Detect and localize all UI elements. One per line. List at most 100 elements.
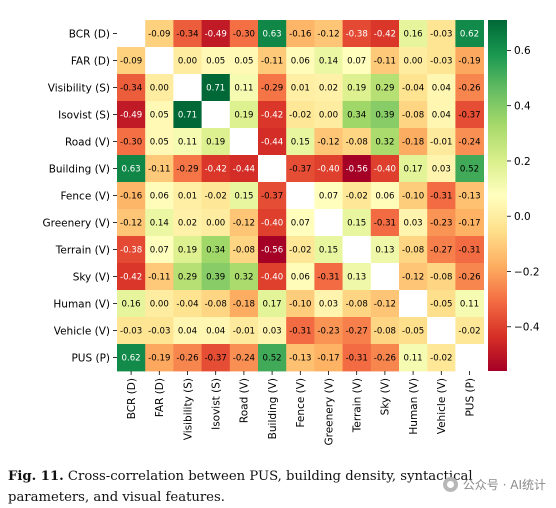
heatmap-cell	[145, 20, 174, 48]
cell-value-label: 0.52	[263, 354, 282, 364]
heatmap-cell	[286, 155, 315, 183]
heatmap-cell	[286, 74, 315, 102]
cell-value-label: 0.07	[347, 57, 366, 67]
heatmap-cell	[173, 344, 202, 372]
heatmap-cell	[399, 128, 428, 156]
heatmap-cell	[229, 290, 259, 318]
heatmap-cell	[229, 263, 259, 291]
cell-value-label: -0.42	[205, 165, 227, 175]
heatmap-cell	[427, 155, 456, 183]
cell-value-label: -0.31	[374, 219, 396, 229]
heatmap-cell	[173, 209, 202, 237]
cell-value-label: -0.18	[402, 138, 424, 148]
heatmap-cell	[455, 101, 484, 129]
cell-value-label: -0.08	[402, 246, 424, 256]
heatmap-cell	[455, 182, 484, 210]
heatmap-cell	[342, 155, 372, 183]
cell-value-label: -0.29	[176, 165, 198, 175]
cell-value-label: -0.44	[261, 138, 283, 148]
heatmap-cell	[258, 20, 287, 48]
cell-value-label: 0.07	[150, 246, 169, 256]
heatmap-cell	[286, 317, 315, 345]
y-tick-label: PUS (P)	[71, 352, 110, 364]
cell-value-label: 0.62	[122, 354, 141, 364]
heatmap-cell-empty	[286, 182, 315, 210]
cell-value-label: -0.16	[289, 30, 311, 40]
heatmap-cell	[258, 263, 287, 291]
cell-value-label: -0.31	[430, 192, 452, 202]
cell-value-label: -0.31	[289, 327, 311, 337]
cell-value-label: -0.23	[317, 327, 339, 337]
heatmap-cell	[370, 47, 400, 75]
heatmap-cell	[258, 209, 287, 237]
heatmap-cell	[117, 263, 146, 291]
heatmap-cell	[455, 128, 484, 156]
x-tick-label: Building (V)	[267, 378, 279, 439]
heatmap-cell	[117, 74, 146, 102]
heatmap-cell	[427, 20, 456, 48]
cell-value-label: -0.24	[458, 138, 480, 148]
heatmap-cell	[117, 209, 146, 237]
cell-value-label: 0.03	[432, 165, 451, 175]
cell-value-label: -0.08	[402, 111, 424, 121]
cell-value-label: 0.17	[404, 165, 423, 175]
heatmap-cell	[286, 20, 315, 48]
heatmap-cell	[229, 182, 259, 210]
heatmap-cell	[399, 155, 428, 183]
cell-value-label: 0.06	[291, 57, 310, 67]
heatmap-cell	[229, 209, 259, 237]
heatmap-cell	[286, 128, 315, 156]
heatmap-cell	[342, 317, 372, 345]
cell-value-label: 0.01	[291, 84, 310, 94]
heatmap-cell	[258, 47, 287, 75]
heatmap-cell	[145, 344, 174, 372]
heatmap-cell	[427, 128, 456, 156]
watermark: 公众号 · AI统计	[442, 476, 546, 493]
y-tick-label: Sky (V)	[73, 271, 110, 283]
heatmap-cell	[314, 317, 343, 345]
cell-value-label: -0.09	[148, 30, 170, 40]
heatmap-cell	[399, 317, 428, 345]
heatmap-cell-empty	[399, 290, 428, 318]
heatmap-cell	[455, 317, 484, 345]
heatmap-cell	[455, 290, 484, 318]
cell-value-label: -0.08	[346, 300, 368, 310]
heatmap-cell	[399, 20, 428, 48]
cell-value-label: 0.29	[375, 84, 394, 94]
heatmap-cell	[342, 209, 372, 237]
cell-value-label: 0.14	[150, 219, 169, 229]
cell-value-label: -0.56	[346, 165, 368, 175]
figure-caption: Fig. 11. Cross-correlation between PUS, …	[8, 466, 548, 508]
heatmap-cell	[258, 317, 287, 345]
heatmap-cell	[370, 209, 400, 237]
cell-value-label: -0.38	[120, 246, 142, 256]
heatmap-cell-empty	[427, 317, 456, 345]
heatmap-cell	[229, 344, 259, 372]
cell-value-label: -0.26	[374, 354, 396, 364]
cell-value-label: 0.19	[234, 111, 253, 121]
cell-value-label: -0.27	[346, 327, 368, 337]
cell-value-label: 0.04	[206, 327, 225, 337]
heatmap-cell	[399, 344, 428, 372]
cell-value-label: -0.30	[120, 138, 142, 148]
cell-value-label: 0.05	[234, 57, 253, 67]
heatmap-cell	[427, 236, 456, 264]
caption-label: Fig. 11.	[8, 469, 64, 484]
cell-value-label: 0.34	[206, 246, 225, 256]
heatmap-cell	[314, 47, 343, 75]
heatmap-cell-empty	[117, 20, 146, 48]
cell-value-label: -0.02	[289, 111, 311, 121]
cell-value-label: 0.71	[178, 111, 197, 121]
cell-value-label: -0.17	[317, 354, 339, 364]
cell-value-label: -0.10	[402, 192, 424, 202]
heatmap-cell	[201, 20, 231, 48]
x-tick-label: BCR (D)	[126, 378, 138, 419]
heatmap-cell	[229, 236, 259, 264]
cell-value-label: -0.19	[148, 354, 170, 364]
cell-value-label: 0.05	[150, 138, 169, 148]
cell-value-label: -0.08	[430, 273, 452, 283]
heatmap-cell	[399, 101, 428, 129]
heatmap-cell	[117, 128, 146, 156]
x-tick-label: Road (V)	[239, 378, 251, 423]
heatmap-cell	[342, 344, 372, 372]
